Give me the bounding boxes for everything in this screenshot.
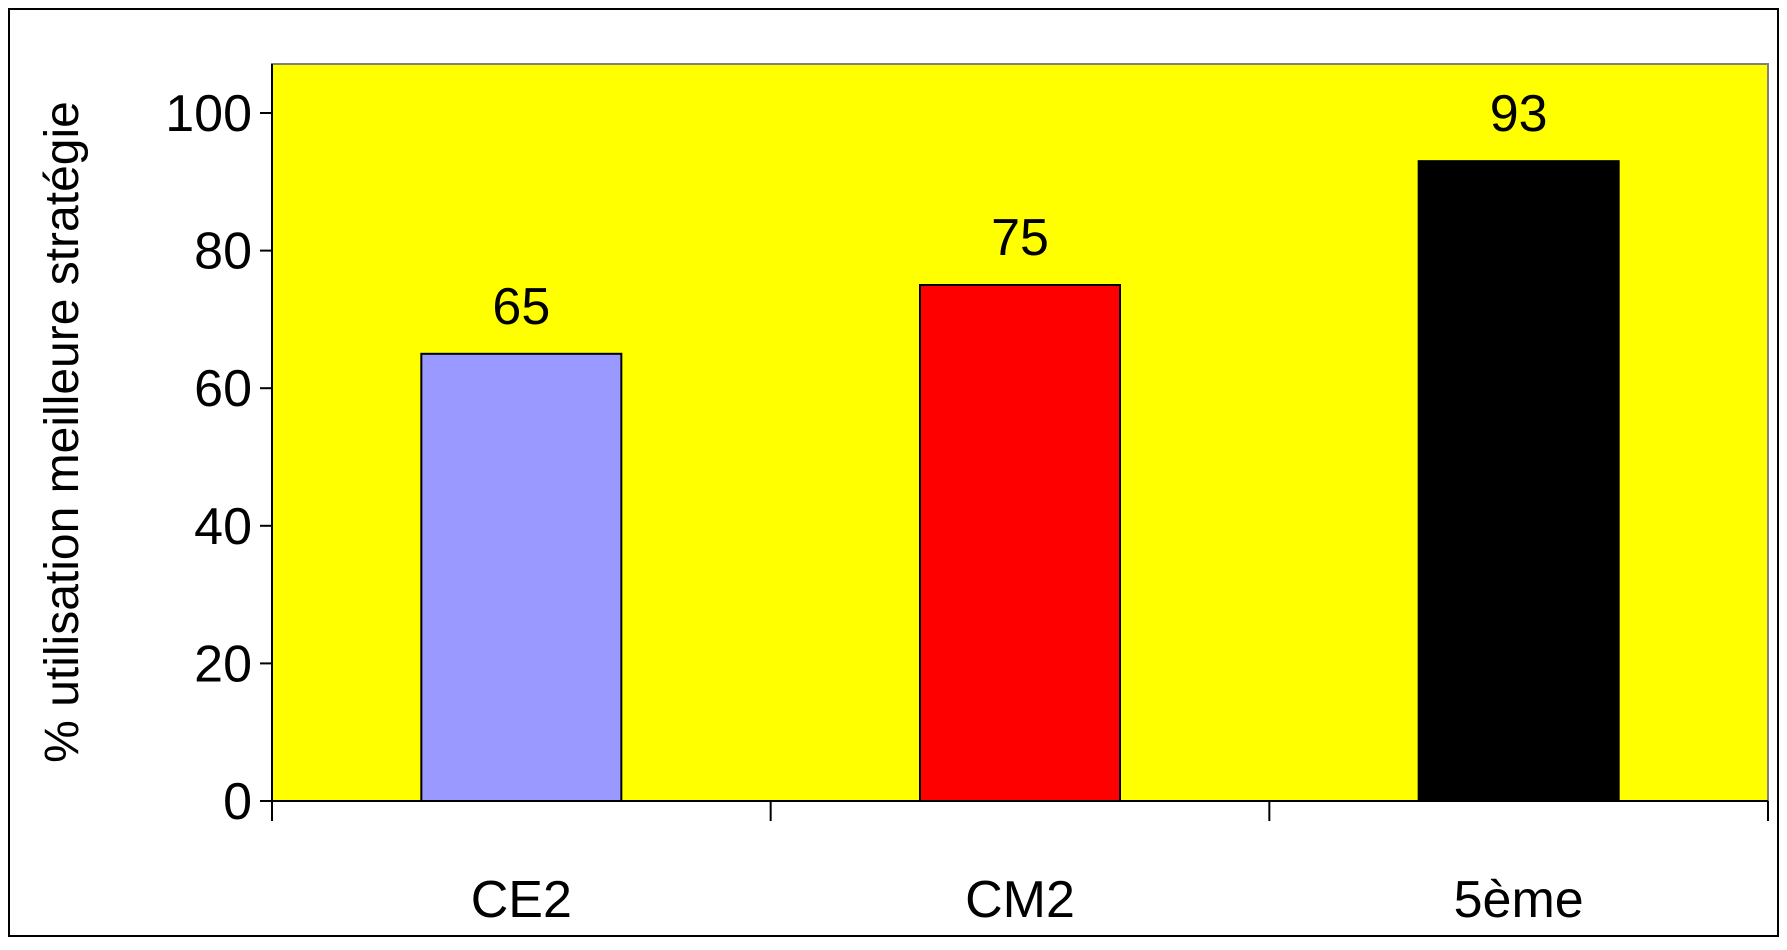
x-tick-label: CM2 — [965, 871, 1075, 929]
y-tick-label: 40 — [194, 498, 252, 556]
x-tick-label: 5ème — [1454, 871, 1584, 929]
data-labels-layer: 65 75 93 — [492, 85, 1547, 336]
y-tick-label: 80 — [194, 223, 252, 281]
data-label-2: 75 — [991, 209, 1049, 267]
y-tick-label: 20 — [194, 635, 252, 693]
y-tick-label: 60 — [194, 360, 252, 418]
x-tick-label: CE2 — [471, 871, 572, 929]
data-label-1: 65 — [492, 278, 550, 336]
bar-3 — [1417, 160, 1620, 803]
y-tick-label: 0 — [223, 773, 252, 831]
bar-1 — [420, 352, 623, 802]
x-axis: CE2 CM2 5ème — [271, 800, 1769, 929]
bar-2 — [919, 284, 1121, 802]
data-label-3: 93 — [1490, 85, 1548, 143]
y-axis-label: % utilisation meilleure stratégie — [36, 101, 89, 763]
y-tick-label: 100 — [165, 85, 252, 143]
y-axis: 0 20 40 60 80 100 — [165, 64, 273, 831]
bars-layer — [420, 160, 1620, 803]
